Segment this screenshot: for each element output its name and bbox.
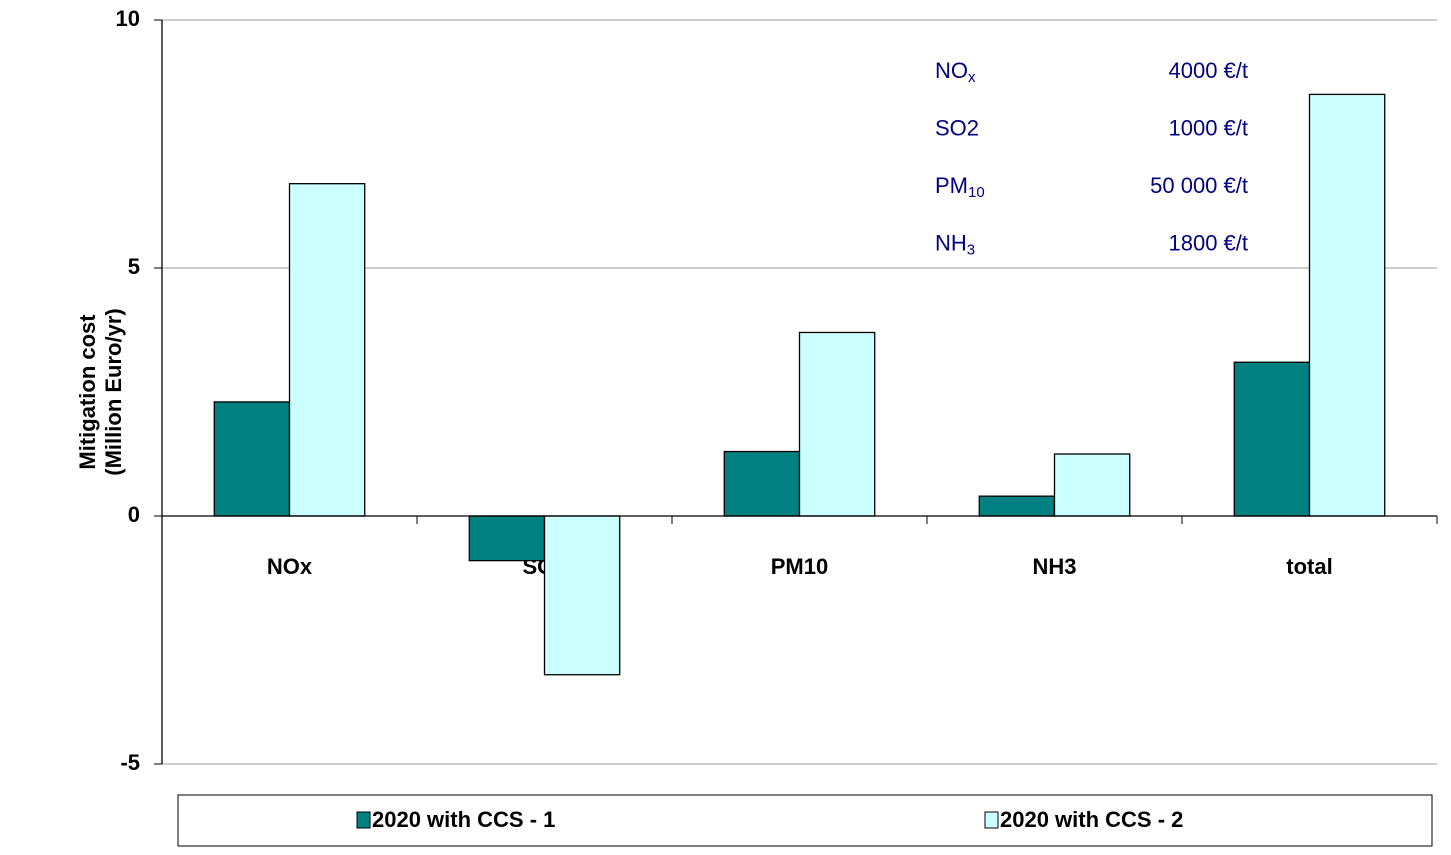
- bar: [1233, 361, 1311, 517]
- bar: [288, 183, 366, 517]
- annotation-label: PM10: [935, 173, 985, 201]
- y-tick-label: 10: [116, 6, 140, 31]
- bar: [978, 495, 1056, 517]
- annotation-subscript: x: [968, 69, 976, 86]
- annotation-label: SO2: [935, 115, 979, 140]
- annotation-name: SO2: [935, 115, 979, 140]
- bar: [1053, 453, 1131, 517]
- annotation-value: 1800 €/t: [1168, 230, 1248, 255]
- x-tick-label: PM10: [771, 554, 828, 579]
- annotation-value: 50 000 €/t: [1150, 173, 1248, 198]
- x-tick-label: total: [1286, 554, 1332, 579]
- annotation-name: NH: [935, 230, 967, 255]
- annotation-subscript: 10: [968, 184, 985, 201]
- legend-swatch: [984, 811, 999, 829]
- legend-label: 2020 with CCS - 1: [372, 807, 555, 832]
- bar: [213, 401, 291, 517]
- bar: [723, 450, 801, 517]
- annotation-label: NH3: [935, 230, 975, 258]
- y-tick-label: -5: [120, 750, 140, 775]
- x-tick-label: NOx: [267, 554, 313, 579]
- annotation-value: 4000 €/t: [1168, 58, 1248, 83]
- y-tick-label: 0: [128, 502, 140, 527]
- annotation-value: 1000 €/t: [1168, 115, 1248, 140]
- y-axis-title: Mitigation cost (Million Euro/yr): [75, 308, 126, 475]
- annotation-label: NOx: [935, 58, 976, 86]
- annotation-name: NO: [935, 58, 968, 83]
- bar: [543, 515, 621, 676]
- legend-box: [177, 794, 1433, 847]
- y-axis-title-line: Mitigation cost: [75, 314, 100, 470]
- y-tick-label: 5: [128, 254, 140, 279]
- annotation-name: PM: [935, 173, 968, 198]
- legend-label: 2020 with CCS - 2: [1000, 807, 1183, 832]
- annotation-subscript: 3: [967, 241, 975, 258]
- x-tick-label: NH3: [1032, 554, 1076, 579]
- legend-swatch: [356, 811, 371, 829]
- bar: [798, 331, 876, 517]
- y-axis-title-line: (Million Euro/yr): [101, 308, 126, 475]
- bar: [1308, 93, 1386, 517]
- bar: [468, 515, 546, 562]
